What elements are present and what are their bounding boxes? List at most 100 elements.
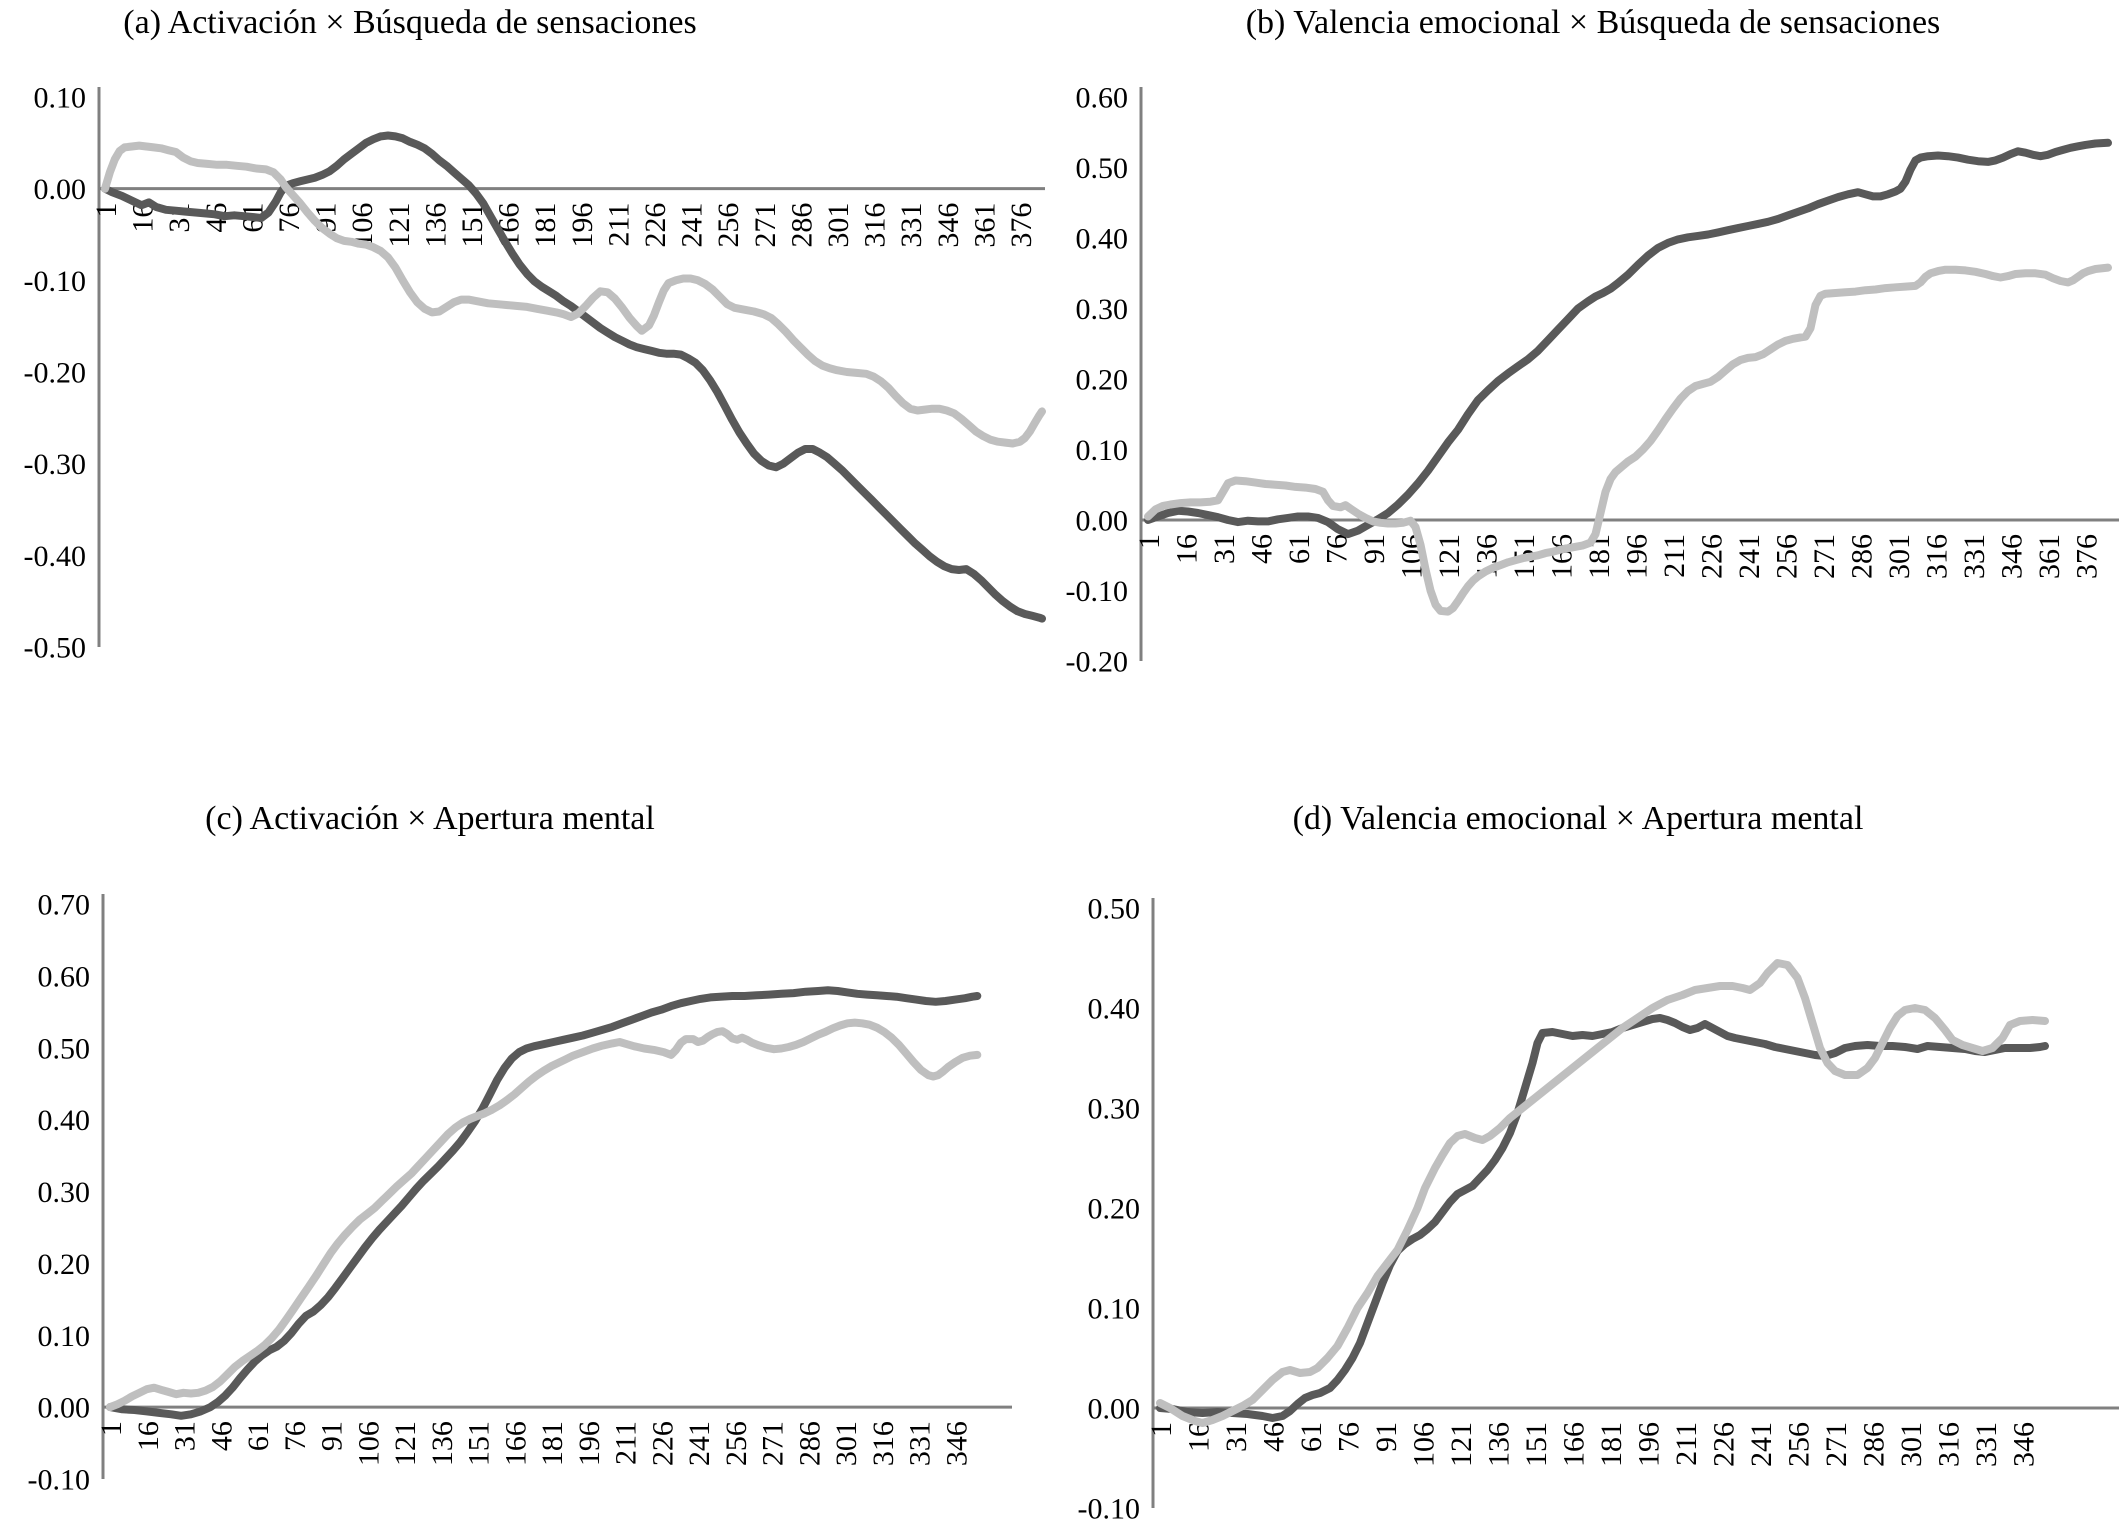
x-tick-label: 196: [573, 1421, 606, 1466]
series-line-dark: [1156, 1014, 2049, 1422]
x-tick-label: 361: [2033, 534, 2066, 579]
x-tick-label: 16: [1171, 534, 1204, 564]
x-tick-label: 316: [1933, 1422, 1966, 1467]
y-tick-label: 0.40: [1088, 993, 1141, 1026]
x-tick-label: 121: [383, 203, 416, 248]
x-tick-label: 91: [1358, 534, 1391, 564]
x-tick-label: 331: [895, 203, 928, 248]
y-tick-label: 0.40: [1076, 223, 1129, 256]
y-tick-label: 0.30: [38, 1176, 91, 1209]
y-tick-label: 0.50: [1088, 893, 1141, 926]
y-tick-label: -0.10: [1066, 575, 1129, 608]
x-tick-label: 136: [426, 1421, 459, 1466]
x-tick-label: 1: [1133, 534, 1166, 549]
x-tick-label: 346: [2008, 1422, 2041, 1467]
y-tick-label: -0.20: [24, 357, 87, 390]
chart-a-title: (a) Activación × Búsqueda de sensaciones: [123, 4, 697, 41]
y-tick-label: -0.10: [24, 265, 87, 298]
y-tick-label: 0.00: [1076, 505, 1129, 538]
x-tick-label: 346: [1996, 534, 2029, 579]
x-tick-label: 151: [463, 1421, 496, 1466]
x-tick-label: 31: [1208, 534, 1241, 564]
y-tick-label: 0.20: [1076, 364, 1129, 397]
y-tick-label: 0.30: [1088, 1093, 1141, 1126]
x-tick-label: 181: [536, 1421, 569, 1466]
y-tick-label: 0.30: [1076, 293, 1129, 326]
chart-b-plot: 0.60 0.50 0.40 0.30 0.20 0.10 0.00 -0.10 -0.20 1 1…: [1066, 82, 2119, 679]
x-tick-label: 271: [749, 203, 782, 248]
y-tick-label: 0.10: [1088, 1293, 1141, 1326]
x-tick-label: 106: [1408, 1422, 1441, 1467]
x-tick-label: 256: [1771, 534, 1804, 579]
y-tick-label: 0.60: [1076, 82, 1129, 115]
x-tick-label: 346: [932, 203, 965, 248]
x-tick-label: 301: [822, 203, 855, 248]
y-tick-label: 0.60: [38, 960, 91, 993]
y-tick-label: -0.20: [1066, 646, 1129, 679]
x-tick-label: 166: [499, 1421, 532, 1466]
x-tick-label: 181: [1595, 1422, 1628, 1467]
x-tick-label: 316: [859, 203, 892, 248]
x-tick-label: 76: [1333, 1422, 1366, 1452]
x-tick-label: 136: [1483, 1422, 1516, 1467]
chart-panel-c: 0.70 0.60 0.50 0.40 0.30 0.20 0.10 0.00 -0.10 1 16…: [0, 772, 1062, 1539]
x-tick-label: 376: [1005, 203, 1038, 248]
series-line-dark: [1144, 138, 2112, 539]
y-tick-label: -0.50: [24, 632, 87, 665]
x-tick-label: 91: [316, 1421, 349, 1451]
x-tick-label: 286: [1846, 534, 1879, 579]
x-tick-label: 61: [242, 1421, 275, 1451]
x-tick-label: 301: [830, 1421, 863, 1466]
y-tick-label: 0.00: [38, 1392, 91, 1425]
x-tick-label: 316: [1921, 534, 1954, 579]
x-tick-label: 211: [1670, 1422, 1703, 1466]
series-line-dark: [106, 986, 982, 1420]
x-tick-label: 211: [610, 1421, 643, 1465]
x-tick-label: 1: [90, 203, 123, 218]
x-tick-label: 106: [352, 1421, 385, 1466]
y-tick-label: -0.10: [28, 1464, 91, 1497]
x-tick-label: 76: [279, 1421, 312, 1451]
chart-c-plot: 0.70 0.60 0.50 0.40 0.30 0.20 0.10 0.00 -0.10 1 16…: [28, 889, 1012, 1497]
series-line-light: [1144, 263, 2112, 616]
y-tick-label: 0.50: [1076, 152, 1129, 185]
x-tick-label: 256: [712, 203, 745, 248]
x-tick-label: 226: [1696, 534, 1729, 579]
x-tick-label: 286: [785, 203, 818, 248]
x-tick-label: 1: [1145, 1422, 1178, 1437]
x-tick-label: 31: [169, 1421, 202, 1451]
x-tick-label: 211: [602, 203, 635, 247]
x-tick-label: 241: [676, 203, 709, 248]
x-tick-label: 151: [1520, 1422, 1553, 1467]
y-tick-label: 0.00: [1088, 1393, 1141, 1426]
x-tick-label: 61: [1283, 534, 1316, 564]
x-tick-label: 76: [1321, 534, 1354, 564]
x-tick-label: 121: [389, 1421, 422, 1466]
x-tick-label: 286: [1858, 1422, 1891, 1467]
x-tick-label: 241: [683, 1421, 716, 1466]
x-tick-label: 376: [2071, 534, 2104, 579]
x-tick-label: 331: [1970, 1422, 2003, 1467]
chart-d-plot: 0.50 0.40 0.30 0.20 0.10 0.00 -0.10 1 16 31 46 61 76…: [1078, 893, 2119, 1526]
x-tick-label: 271: [1820, 1422, 1853, 1467]
x-tick-label: 301: [1895, 1422, 1928, 1467]
x-tick-label: 166: [1558, 1422, 1591, 1467]
y-tick-label: -0.10: [1078, 1493, 1141, 1526]
x-tick-label: 226: [646, 1421, 679, 1466]
x-tick-label: 271: [757, 1421, 790, 1466]
x-tick-label: 91: [1370, 1422, 1403, 1452]
chart-a-plot: 0.100.00-0.10-0.20-0.30-0.40-0.501 16 31 46…: [24, 82, 1046, 665]
x-tick-label: 196: [566, 203, 599, 248]
y-tick-label: -0.40: [24, 540, 87, 573]
y-tick-label: 0.20: [38, 1248, 91, 1281]
y-tick-label: 0.10: [1076, 434, 1129, 467]
x-tick-label: 211: [1658, 534, 1691, 578]
chart-b-title: (b) Valencia emocional × Búsqueda de sen…: [1245, 4, 1941, 41]
chart-panel-a: 0.10 0.00 -0.10 -0.20 -0.30 -0.40 -0.50 1 16 31 46…: [0, 0, 1062, 767]
x-tick-label: 256: [720, 1421, 753, 1466]
x-tick-label: 46: [1258, 1422, 1291, 1452]
x-tick-label: 136: [419, 203, 452, 248]
x-tick-label: 301: [1883, 534, 1916, 579]
x-tick-label: 181: [529, 203, 562, 248]
